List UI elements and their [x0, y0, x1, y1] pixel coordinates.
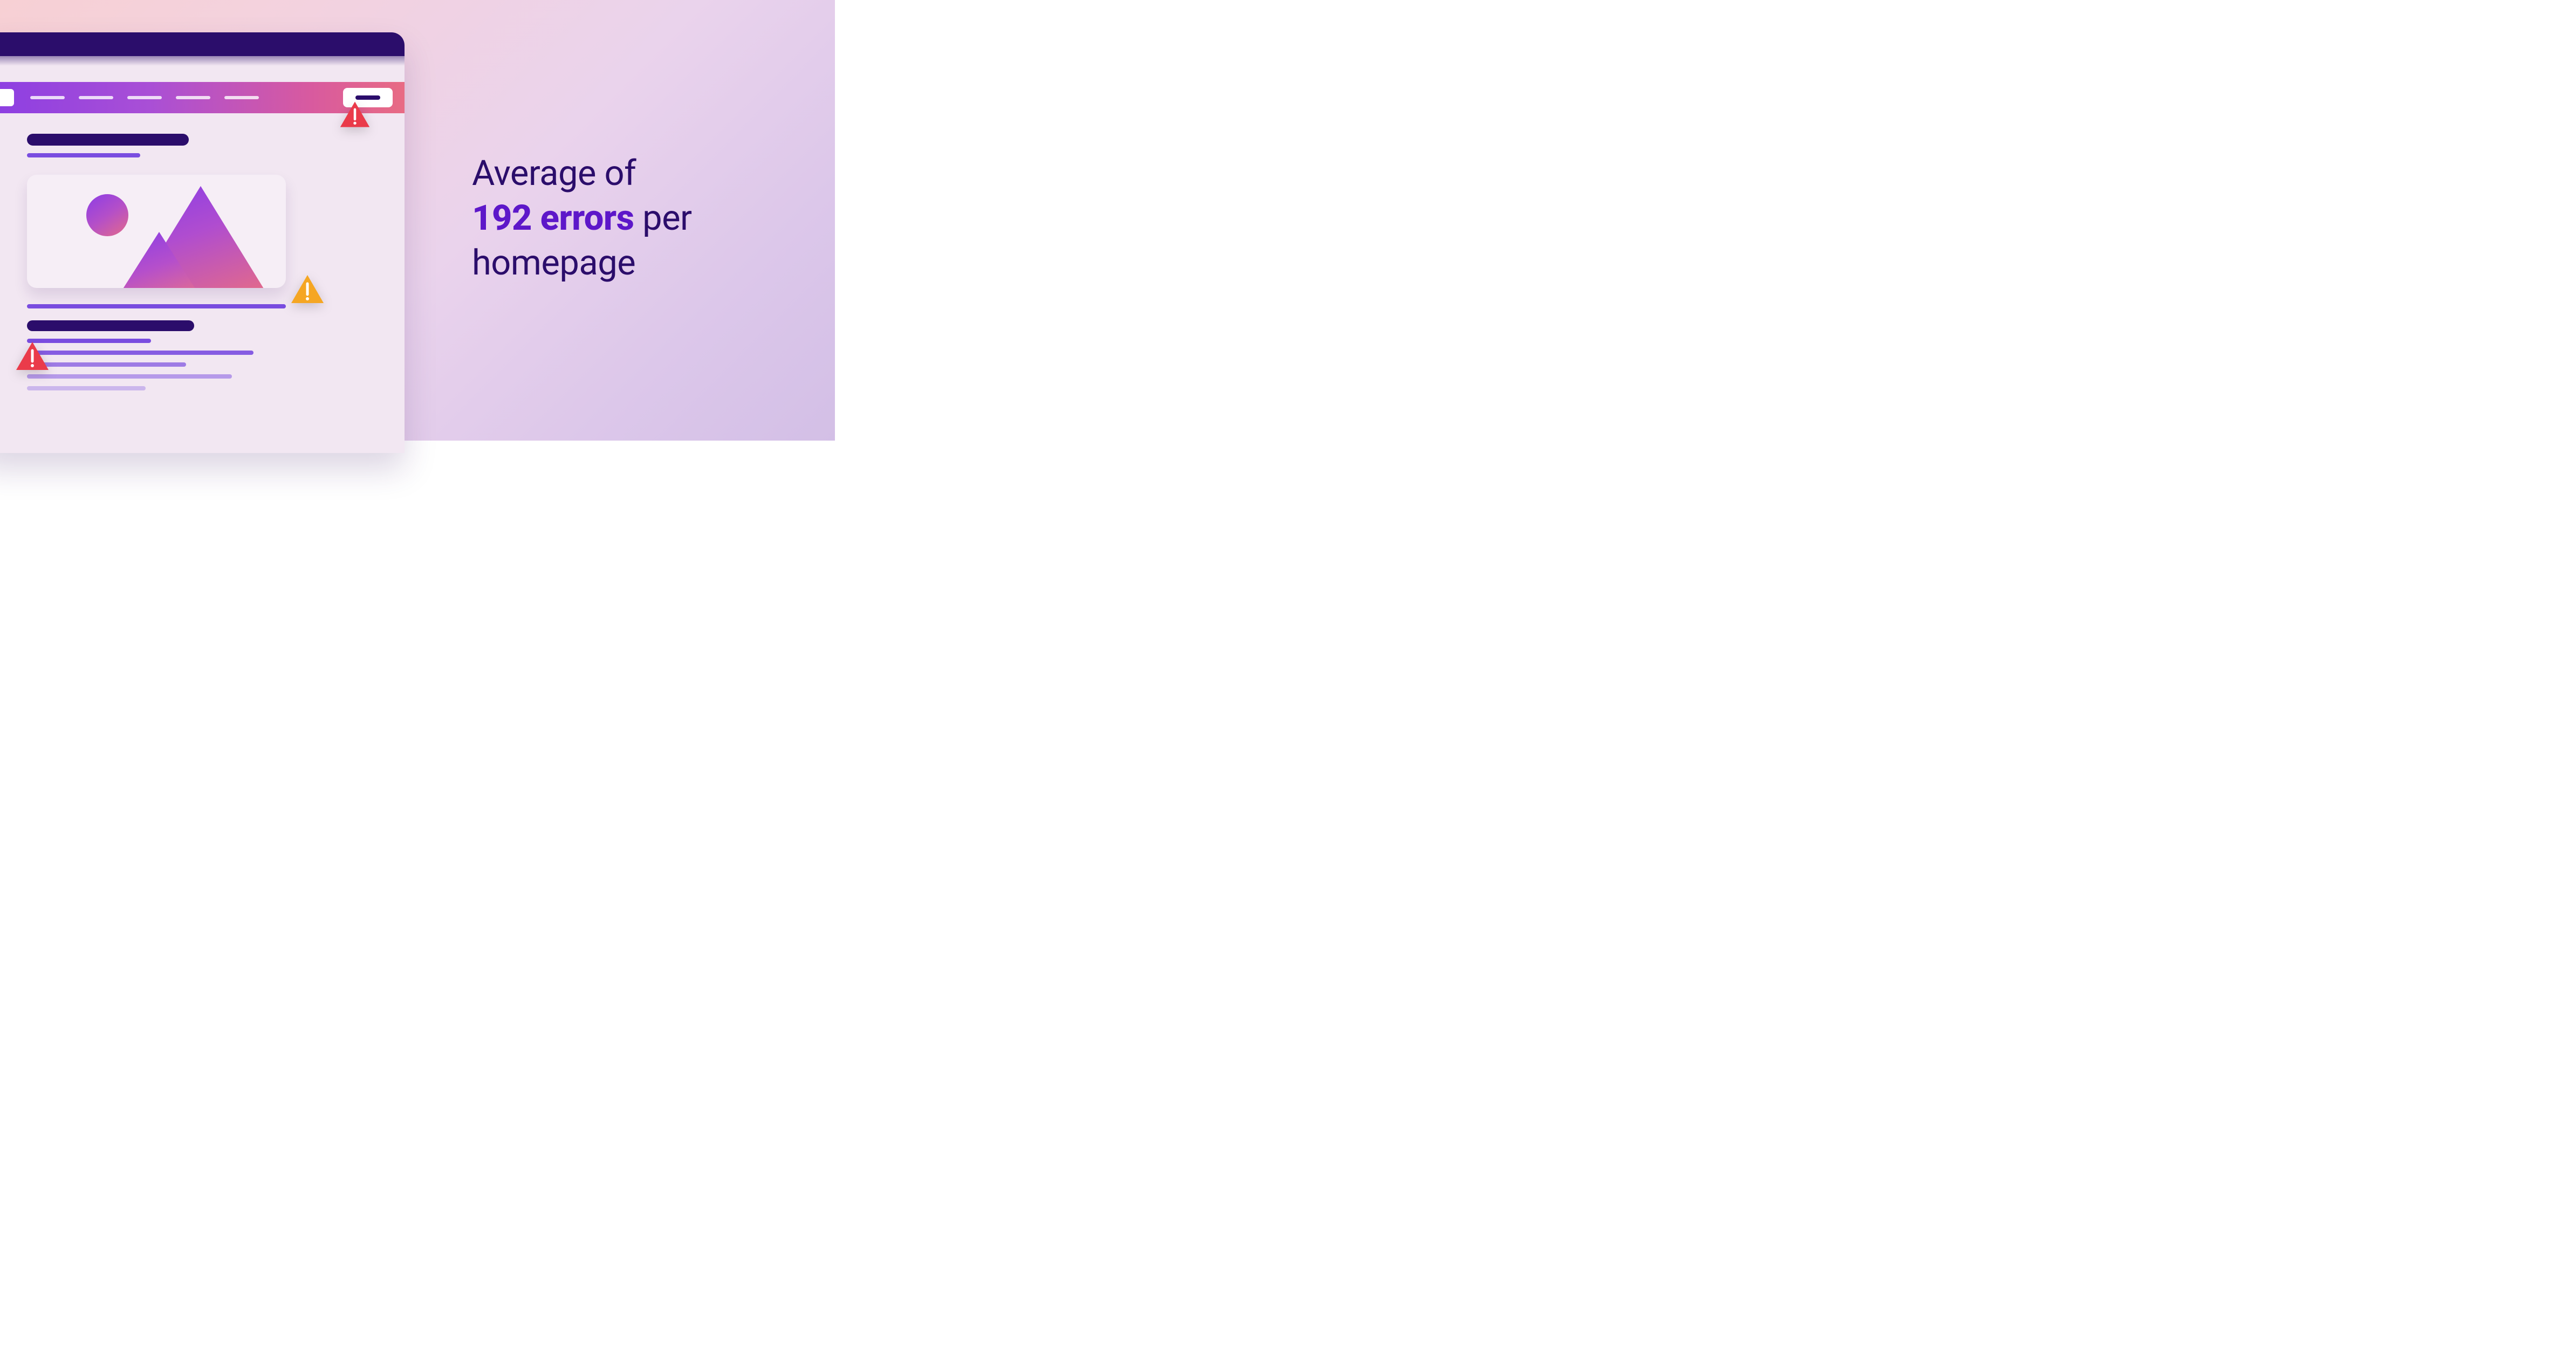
error-triangle-icon — [339, 100, 371, 128]
browser-titlebar — [0, 32, 405, 56]
headline-emphasis: 192 errors — [472, 197, 634, 238]
heading-placeholder — [27, 134, 189, 146]
paragraph-line — [27, 386, 146, 390]
paragraph-line — [27, 362, 186, 367]
image-sun-shape — [86, 194, 128, 236]
infographic-canvas: Average of 192 errors per homepage — [0, 0, 835, 441]
nav-link-placeholder — [176, 96, 210, 99]
nav-link-placeholder — [79, 96, 113, 99]
hero-image-placeholder — [27, 175, 286, 288]
nav-search-pill — [0, 89, 14, 106]
nav-link-placeholder — [30, 96, 65, 99]
titlebar-shadow — [0, 56, 405, 66]
page-content — [0, 113, 405, 390]
stat-headline: Average of 192 errors per homepage — [472, 151, 796, 286]
nav-link-placeholders — [30, 96, 332, 99]
paragraph-line — [27, 374, 232, 379]
error-triangle-icon — [15, 341, 50, 371]
second-heading-placeholder — [27, 320, 194, 331]
paragraph-line — [27, 351, 254, 355]
subheading-placeholder — [27, 153, 140, 157]
nav-cta-label-bar — [355, 95, 380, 100]
headline-pre: Average of — [472, 153, 636, 194]
headline-post-line2: homepage — [472, 242, 635, 283]
warning-triangle-icon — [290, 274, 325, 304]
headline-post-inline: per — [634, 197, 691, 238]
caption-line-placeholder — [27, 304, 286, 308]
browser-window-mock — [0, 32, 405, 453]
nav-link-placeholder — [224, 96, 259, 99]
nav-link-placeholder — [127, 96, 162, 99]
